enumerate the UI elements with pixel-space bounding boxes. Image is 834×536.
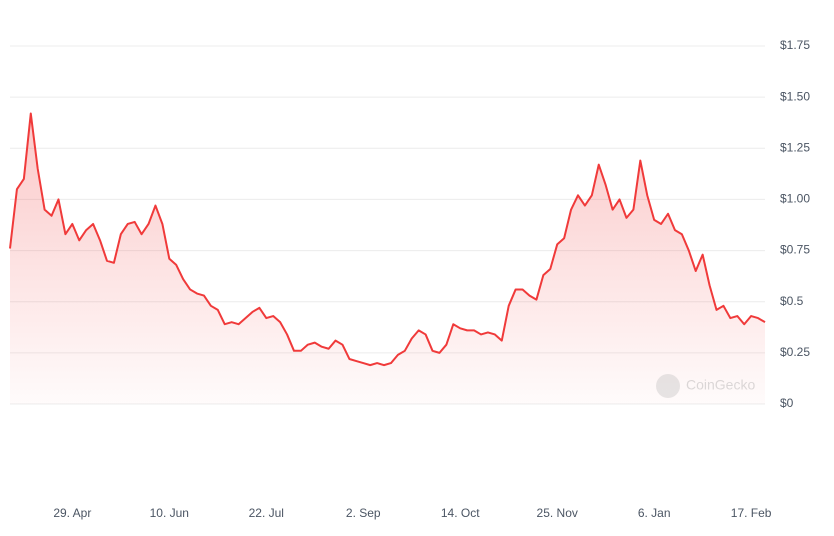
y-tick-label: $0.5 [780, 294, 804, 308]
watermark-text: CoinGecko [686, 377, 755, 393]
y-tick-label: $0.25 [780, 345, 810, 359]
y-tick-label: $0.75 [780, 243, 810, 257]
x-tick-label: 17. Feb [731, 506, 772, 520]
x-tick-label: 14. Oct [441, 506, 480, 520]
price-line [9, 112, 766, 367]
x-tick-label: 22. Jul [249, 506, 284, 520]
x-tick-label: 29. Apr [53, 506, 91, 520]
x-tick-label: 10. Jun [150, 506, 189, 520]
x-tick-label: 25. Nov [537, 506, 578, 520]
y-tick-label: $1.50 [780, 89, 810, 103]
area-fill [10, 113, 765, 404]
x-tick-label: 6. Jan [638, 506, 671, 520]
y-tick-label: $0 [780, 396, 794, 410]
watermark: CoinGecko [656, 374, 755, 398]
y-tick-label: $1.00 [780, 192, 810, 206]
x-tick-label: 2. Sep [346, 506, 381, 520]
y-tick-label: $1.25 [780, 140, 810, 154]
watermark-logo [656, 374, 680, 398]
y-tick-label: $1.75 [780, 38, 810, 52]
